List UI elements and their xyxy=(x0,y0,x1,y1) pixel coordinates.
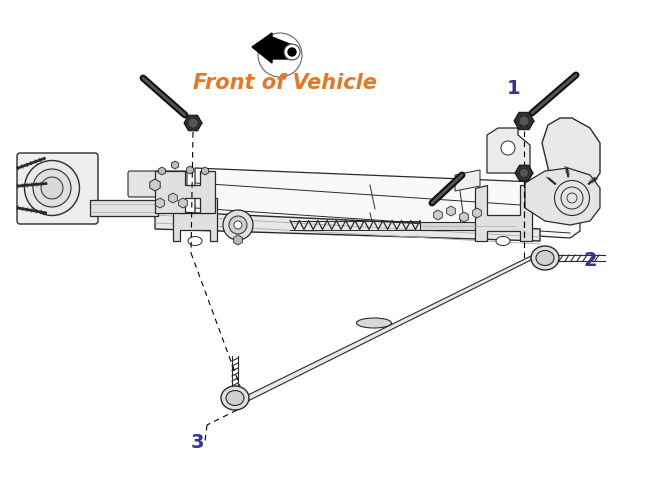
Ellipse shape xyxy=(188,237,202,246)
Ellipse shape xyxy=(531,246,559,270)
Ellipse shape xyxy=(25,161,79,215)
Polygon shape xyxy=(173,198,217,241)
Ellipse shape xyxy=(496,237,510,246)
Polygon shape xyxy=(272,37,292,59)
Text: 1: 1 xyxy=(507,78,521,98)
FancyBboxPatch shape xyxy=(128,171,187,197)
Polygon shape xyxy=(475,185,532,241)
Ellipse shape xyxy=(226,390,244,406)
Text: 2: 2 xyxy=(583,251,597,271)
Polygon shape xyxy=(525,168,600,225)
Ellipse shape xyxy=(229,216,247,234)
Polygon shape xyxy=(252,33,272,63)
Circle shape xyxy=(284,44,300,60)
Circle shape xyxy=(188,118,198,128)
Circle shape xyxy=(519,116,529,126)
Ellipse shape xyxy=(234,221,242,229)
Ellipse shape xyxy=(33,169,71,207)
Polygon shape xyxy=(195,168,580,238)
Circle shape xyxy=(288,48,296,56)
Polygon shape xyxy=(155,211,540,241)
Ellipse shape xyxy=(223,210,253,240)
Ellipse shape xyxy=(357,318,391,328)
Polygon shape xyxy=(542,118,600,198)
Text: 3: 3 xyxy=(191,433,203,453)
FancyBboxPatch shape xyxy=(420,222,515,230)
Text: Front of Vehicle: Front of Vehicle xyxy=(193,73,377,93)
Ellipse shape xyxy=(41,177,63,199)
Circle shape xyxy=(519,169,528,177)
Polygon shape xyxy=(455,170,480,191)
Ellipse shape xyxy=(501,141,515,155)
Ellipse shape xyxy=(221,386,249,410)
Polygon shape xyxy=(155,171,215,213)
Polygon shape xyxy=(248,256,531,401)
Polygon shape xyxy=(487,128,530,173)
FancyBboxPatch shape xyxy=(17,153,98,224)
Ellipse shape xyxy=(536,250,554,266)
FancyBboxPatch shape xyxy=(90,200,158,216)
